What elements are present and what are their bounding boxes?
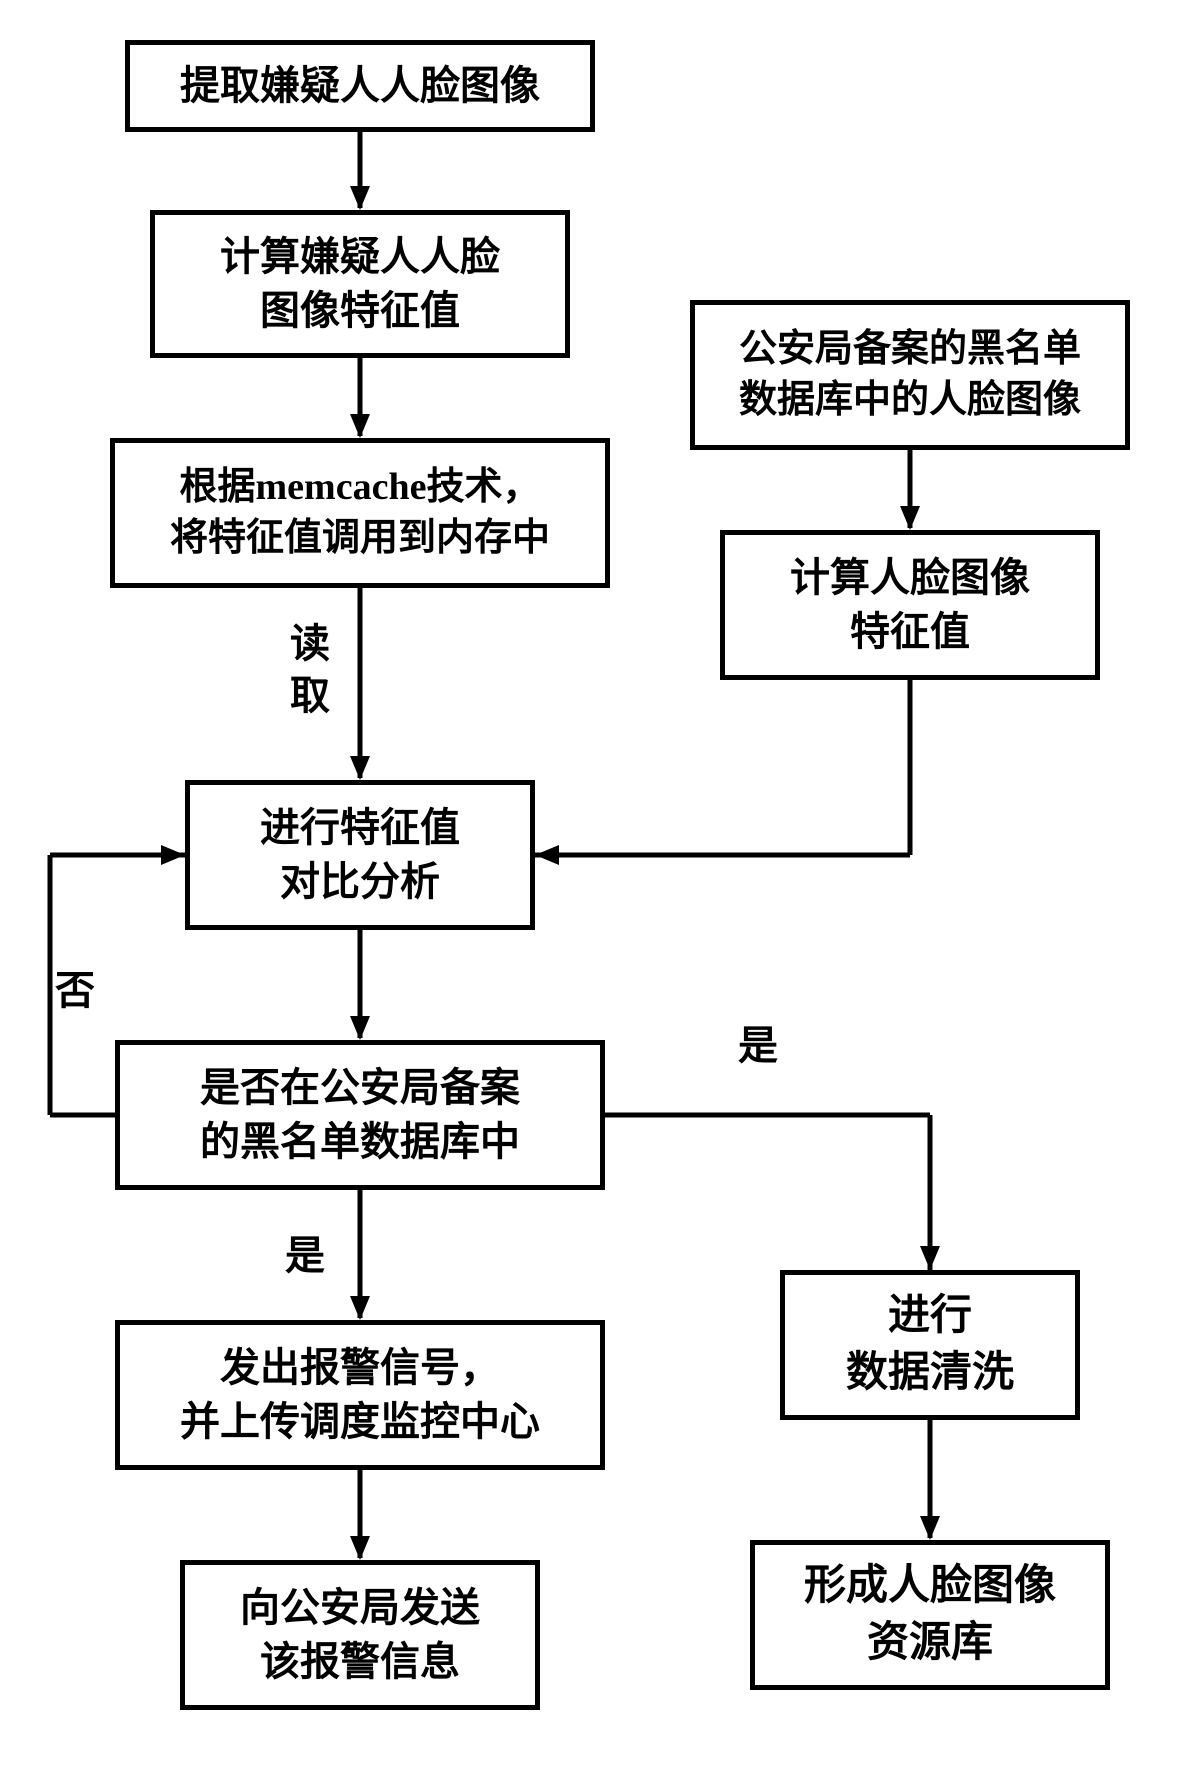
node-data-cleaning: 进行 数据清洗 [780, 1270, 1080, 1420]
node-compare-features: 进行特征值 对比分析 [185, 780, 535, 930]
node-send-alarm: 发出报警信号， 并上传调度监控中心 [115, 1320, 605, 1470]
node-compute-suspect-feat: 计算嫌疑人人脸 图像特征值 [150, 210, 570, 358]
edge-label-yes2: 是 [738, 1020, 778, 1072]
node-extract-face: 提取嫌疑人人脸图像 [125, 40, 595, 132]
edge-label-no: 否 [55, 965, 95, 1017]
edge-label-yes1: 是 [285, 1230, 325, 1282]
flowchart-canvas: 提取嫌疑人人脸图像 计算嫌疑人人脸 图像特征值 根据memcache技术， 将特… [0, 0, 1201, 1784]
node-decision-blacklist: 是否在公安局备案 的黑名单数据库中 [115, 1040, 605, 1190]
node-blacklist-db-faces: 公安局备案的黑名单 数据库中的人脸图像 [690, 300, 1130, 450]
node-form-face-repo: 形成人脸图像 资源库 [750, 1540, 1110, 1690]
node-compute-face-feat: 计算人脸图像 特征值 [720, 530, 1100, 680]
edge-label-read: 读 取 [290, 618, 330, 722]
node-notify-police: 向公安局发送 该报警信息 [180, 1560, 540, 1710]
node-memcache-load: 根据memcache技术， 将特征值调用到内存中 [110, 438, 610, 588]
